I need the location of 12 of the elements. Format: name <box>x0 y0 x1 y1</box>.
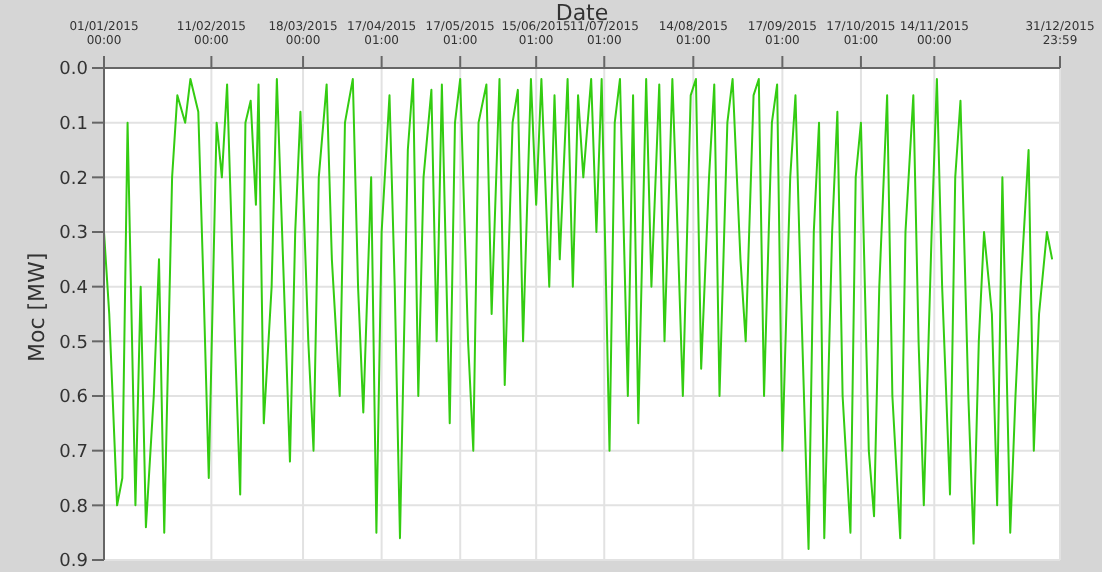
y-tick-label: 0.3 <box>59 224 88 245</box>
y-tick-label: 0.4 <box>59 279 89 300</box>
y-tick-label: 0.7 <box>59 443 88 464</box>
y-tick-label: 0.0 <box>59 60 89 81</box>
y-tick-label: 0.6 <box>59 388 89 409</box>
y-tick-label: 0.2 <box>59 169 88 190</box>
y-tick-label: 0.1 <box>59 115 88 136</box>
y-tick-label: 0.8 <box>59 497 89 518</box>
line-series <box>104 77 1054 551</box>
y-axis-title: Moc [MW] <box>23 252 50 362</box>
y-tick-label: 0.9 <box>59 552 89 572</box>
y-tick-label: 0.5 <box>59 333 88 354</box>
